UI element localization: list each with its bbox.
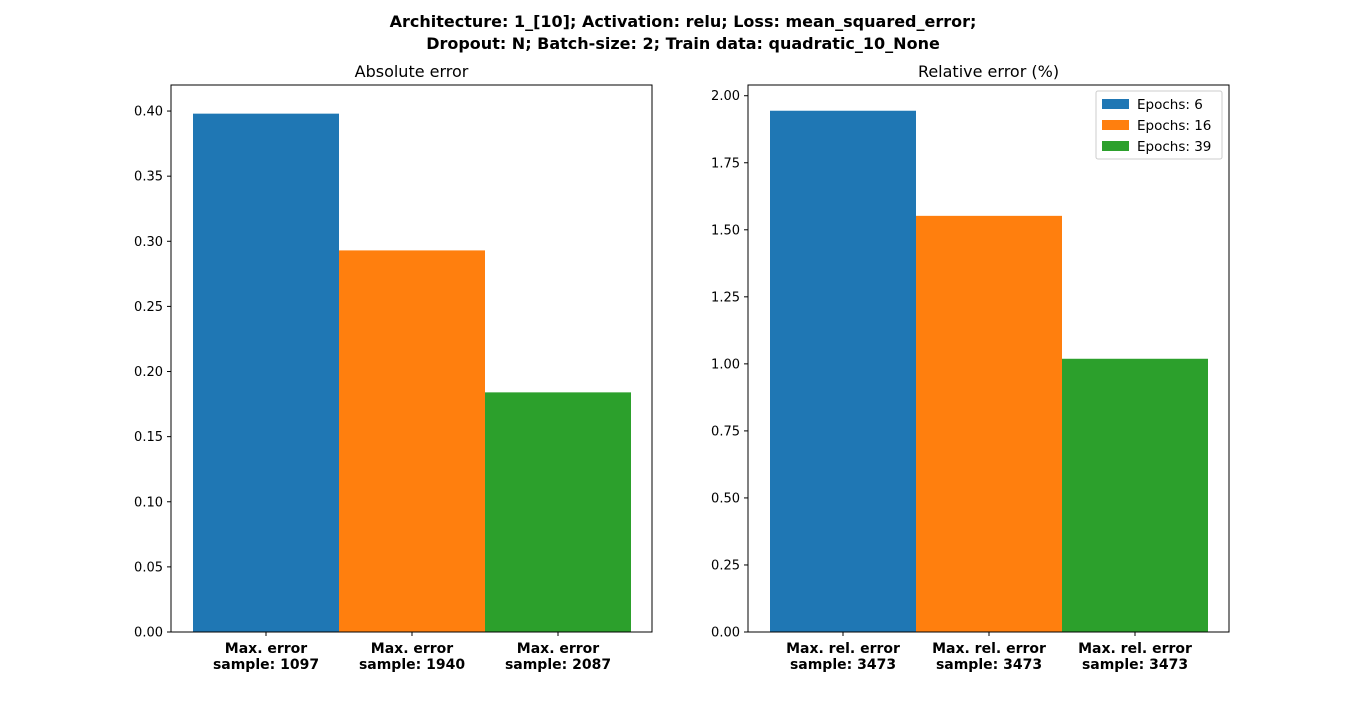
abs-ytick-label: 0.00: [134, 626, 163, 641]
abs-category-label: Max. error sample: 1940: [359, 641, 465, 673]
rel-bar-1: [770, 110, 916, 633]
rel-category-label-line: Max. rel. error: [1078, 641, 1192, 657]
rel-bar-3: [1062, 358, 1208, 632]
rel-ytick-label: 2.00: [711, 89, 740, 104]
abs-ytick-label: 0.35: [134, 170, 163, 185]
legend-swatch: [1102, 141, 1129, 151]
abs-category-label-line: Max. error: [225, 641, 308, 657]
rel-category-label-line: Max. rel. error: [932, 641, 1046, 657]
abs-category-label: Max. error sample: 1097: [213, 641, 319, 673]
abs-ytick-label: 0.30: [134, 235, 163, 250]
legend-label: Epochs: 6: [1137, 97, 1203, 113]
absolute-error-panel: Absolute error 0.00 0.05 0.10 0.15 0.20 0.25 0…: [134, 62, 653, 673]
abs-ytick-label: 0.40: [134, 105, 163, 120]
abs-ytick-label: 0.05: [134, 560, 163, 575]
abs-category-label-line: Max. error: [517, 641, 600, 657]
rel-category-label-line: sample: 3473: [1082, 657, 1188, 673]
figure-title-line-2: Dropout: N; Batch-size: 2; Train data: q…: [426, 34, 940, 53]
abs-ytick-label: 0.15: [134, 430, 163, 445]
abs-ytick-label: 0.25: [134, 300, 163, 315]
rel-ytick-label: 0.25: [711, 558, 740, 573]
abs-ytick-label: 0.20: [134, 365, 163, 380]
rel-ytick-label: 1.50: [711, 223, 740, 238]
rel-category-label-line: sample: 3473: [936, 657, 1042, 673]
rel-category-label: Max. rel. error sample: 3473: [932, 641, 1046, 673]
abs-bar-2: [339, 250, 485, 632]
rel-category-label-line: Max. rel. error: [786, 641, 900, 657]
rel-ytick-label: 1.25: [711, 290, 740, 305]
abs-category-label-line: sample: 1097: [213, 657, 319, 673]
legend-label: Epochs: 39: [1137, 139, 1211, 155]
relative-error-panel: Relative error (%) 0.00 0.25 0.50 0.75 1.00 1…: [711, 62, 1230, 673]
rel-ytick-label: 1.75: [711, 156, 740, 171]
relative-error-title: Relative error (%): [918, 62, 1059, 81]
legend-swatch: [1102, 99, 1129, 109]
rel-ytick-label: 1.00: [711, 357, 740, 372]
legend: Epochs: 6 Epochs: 16 Epochs: 39: [1095, 90, 1223, 160]
rel-ytick-label: 0.75: [711, 424, 740, 439]
abs-category-label-line: sample: 1940: [359, 657, 465, 673]
legend-swatch: [1102, 120, 1129, 130]
legend-label: Epochs: 16: [1137, 118, 1211, 134]
abs-ytick-label: 0.10: [134, 495, 163, 510]
abs-category-label-line: sample: 2087: [505, 657, 611, 673]
rel-ytick-label: 0.00: [711, 626, 740, 641]
rel-bar-2: [916, 215, 1062, 632]
rel-category-label-line: sample: 3473: [790, 657, 896, 673]
abs-bar-1: [193, 113, 339, 632]
figure-title-line-1: Architecture: 1_[10]; Activation: relu; …: [390, 12, 977, 31]
abs-category-label: Max. error sample: 2087: [505, 641, 611, 673]
rel-category-label: Max. rel. error sample: 3473: [786, 641, 900, 673]
absolute-error-title: Absolute error: [355, 62, 469, 81]
abs-bar-3: [485, 392, 631, 632]
abs-category-label-line: Max. error: [371, 641, 454, 657]
rel-category-label: Max. rel. error sample: 3473: [1078, 641, 1192, 673]
rel-ytick-label: 0.50: [711, 491, 740, 506]
